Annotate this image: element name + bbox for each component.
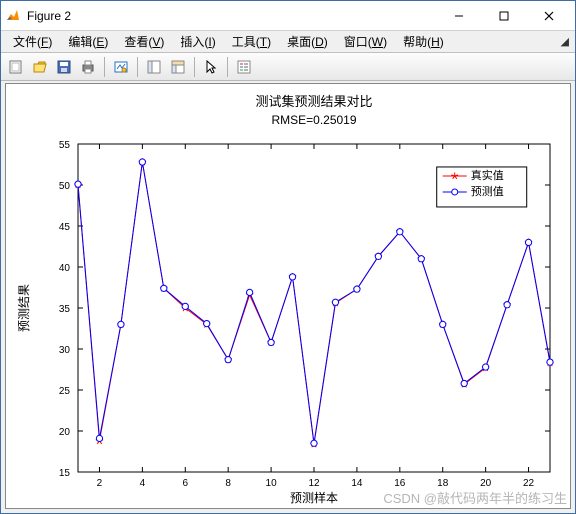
- link-icon[interactable]: [110, 56, 132, 78]
- xtick-label: 6: [182, 478, 188, 489]
- maximize-button[interactable]: [481, 2, 526, 30]
- series-marker: [139, 159, 145, 165]
- xtick-label: 22: [523, 478, 535, 489]
- new-figure-icon[interactable]: [5, 56, 27, 78]
- series-marker: [483, 364, 489, 370]
- toolbar-separator: [194, 57, 195, 77]
- menu-w[interactable]: 窗口(W): [336, 31, 395, 52]
- save-icon[interactable]: [53, 56, 75, 78]
- chart: 2 4 6 8 10 12 14 16 18 20 22 15 20 25 30 35 40 45 50 55 测试集预…: [6, 84, 570, 510]
- series-marker: [397, 229, 403, 235]
- series-marker: [225, 357, 231, 363]
- ytick-label: 40: [59, 263, 71, 274]
- ytick-label: 25: [59, 386, 71, 397]
- menu-i[interactable]: 插入(I): [172, 31, 223, 52]
- dock1-icon[interactable]: [143, 56, 165, 78]
- toolbar-separator: [227, 57, 228, 77]
- menu-h[interactable]: 帮助(H): [395, 31, 452, 52]
- legend-label: 真实值: [471, 168, 504, 182]
- legend-label: 预测值: [471, 185, 504, 198]
- series-marker: [332, 299, 338, 305]
- chart-title: 测试集预测结果对比: [255, 94, 372, 109]
- axes-panel: 2 4 6 8 10 12 14 16 18 20 22 15 20 25 30 35 40 45 50 55 测试集预…: [5, 83, 571, 509]
- pointer-icon[interactable]: [200, 56, 222, 78]
- menu-v[interactable]: 查看(V): [116, 31, 172, 52]
- chart-subtitle: RMSE=0.25019: [271, 113, 356, 127]
- ytick-label: 30: [59, 345, 71, 356]
- ytick-label: 35: [59, 304, 71, 315]
- figure-area: 2 4 6 8 10 12 14 16 18 20 22 15 20 25 30 35 40 45 50 55 测试集预…: [1, 81, 575, 513]
- toolbar-separator: [104, 57, 105, 77]
- ytick-label: 55: [59, 140, 71, 151]
- xtick-label: 10: [266, 478, 278, 489]
- print-icon[interactable]: [77, 56, 99, 78]
- series-marker: [311, 440, 317, 446]
- xtick-label: 18: [437, 478, 449, 489]
- series-marker: [354, 286, 360, 292]
- menubar: 文件(F)编辑(E)查看(V)插入(I)工具(T)桌面(D)窗口(W)帮助(H)…: [1, 31, 575, 53]
- titlebar: Figure 2: [1, 1, 575, 31]
- menu-t[interactable]: 工具(T): [224, 31, 279, 52]
- series-marker: [504, 302, 510, 308]
- series-marker: [96, 435, 102, 441]
- series-marker: [182, 303, 188, 309]
- series-marker: [118, 321, 124, 327]
- xtick-label: 16: [394, 478, 406, 489]
- series-marker: [268, 339, 274, 345]
- series-marker: [375, 253, 381, 259]
- series-marker: [440, 321, 446, 327]
- ytick-label: 45: [59, 222, 71, 233]
- toolbar-separator: [137, 57, 138, 77]
- xtick-label: 20: [480, 478, 492, 489]
- xtick-label: 2: [97, 478, 103, 489]
- window-buttons: [436, 2, 571, 30]
- menu-d[interactable]: 桌面(D): [279, 31, 336, 52]
- close-button[interactable]: [526, 2, 571, 30]
- series-marker: [547, 359, 553, 365]
- series-marker: [161, 285, 167, 291]
- menubar-overflow-icon[interactable]: ◢: [561, 35, 569, 48]
- matlab-icon: [5, 8, 21, 24]
- ytick-label: 20: [59, 427, 71, 438]
- menu-f[interactable]: 文件(F): [5, 31, 60, 52]
- minimize-button[interactable]: [436, 2, 481, 30]
- series-marker: [247, 289, 253, 295]
- toolbar: [1, 53, 575, 81]
- x-axis-label: 预测样本: [290, 490, 338, 505]
- series-marker: [461, 380, 467, 386]
- open-icon[interactable]: [29, 56, 51, 78]
- xtick-label: 8: [225, 478, 231, 489]
- dock2-icon[interactable]: [167, 56, 189, 78]
- xtick-label: 14: [351, 478, 363, 489]
- insert-legend-icon[interactable]: [233, 56, 255, 78]
- series-marker: [75, 181, 81, 187]
- series-marker: [418, 256, 424, 262]
- y-axis-label: 预测结果: [17, 284, 31, 332]
- series-marker: [204, 320, 210, 326]
- ytick-label: 50: [59, 181, 71, 192]
- series-marker: [289, 274, 295, 280]
- window-title: Figure 2: [27, 9, 436, 23]
- series-marker: [525, 239, 531, 245]
- xtick-label: 12: [308, 478, 320, 489]
- xtick-label: 4: [140, 478, 146, 489]
- menu-e[interactable]: 编辑(E): [60, 31, 116, 52]
- ytick-label: 15: [59, 468, 71, 479]
